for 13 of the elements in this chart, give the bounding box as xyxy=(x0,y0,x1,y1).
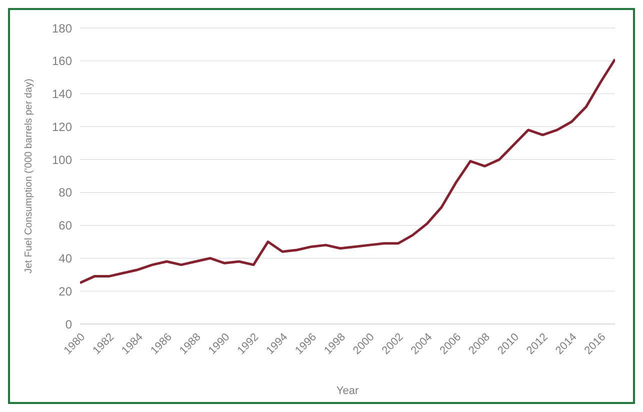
y-tick-label: 20 xyxy=(58,284,72,298)
y-tick-label: 140 xyxy=(52,87,72,102)
y-tick-label: 60 xyxy=(58,218,72,233)
y-tick-label: 80 xyxy=(58,186,72,200)
y-tick-label: 40 xyxy=(58,251,72,266)
y-axis-title: Jet Fuel Consumption ('000 barrels per day) xyxy=(24,78,35,274)
y-tick-label: 160 xyxy=(52,54,72,68)
x-axis-title: Year xyxy=(336,385,359,397)
line-series xyxy=(80,58,615,284)
y-tick-label: 0 xyxy=(65,317,72,332)
y-tick-label: 100 xyxy=(52,152,72,167)
y-tick-label: 120 xyxy=(52,120,72,134)
y-tick-label: 180 xyxy=(52,21,72,36)
